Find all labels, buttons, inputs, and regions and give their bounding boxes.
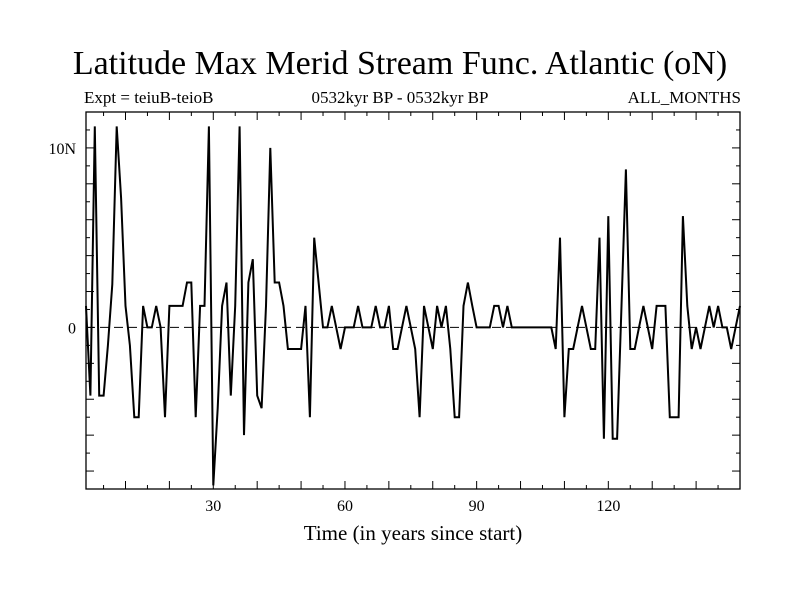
series-line [85,126,741,486]
months-label: ALL_MONTHS [627,88,741,107]
x-axis-label: Time (in years since start) [304,521,523,545]
experiment-label: Expt = teiuB-teioB [84,88,214,107]
x-tick-label: 120 [596,498,620,515]
y-tick-labels: 0 10N [48,141,76,338]
chart-title: Latitude Max Merid Stream Func. Atlantic… [72,45,728,82]
x-tick-label: 60 [337,498,353,515]
y-tick-label: 10N [48,141,76,158]
y-tick-label: 0 [68,320,76,337]
x-tick-labels: 30 60 90 120 [205,498,620,515]
period-label: 0532kyr BP - 0532kyr BP [311,88,489,107]
x-tick-label: 30 [205,498,221,515]
axis-ticks [86,111,741,489]
x-tick-label: 90 [469,498,485,515]
plot-frame [85,111,741,490]
